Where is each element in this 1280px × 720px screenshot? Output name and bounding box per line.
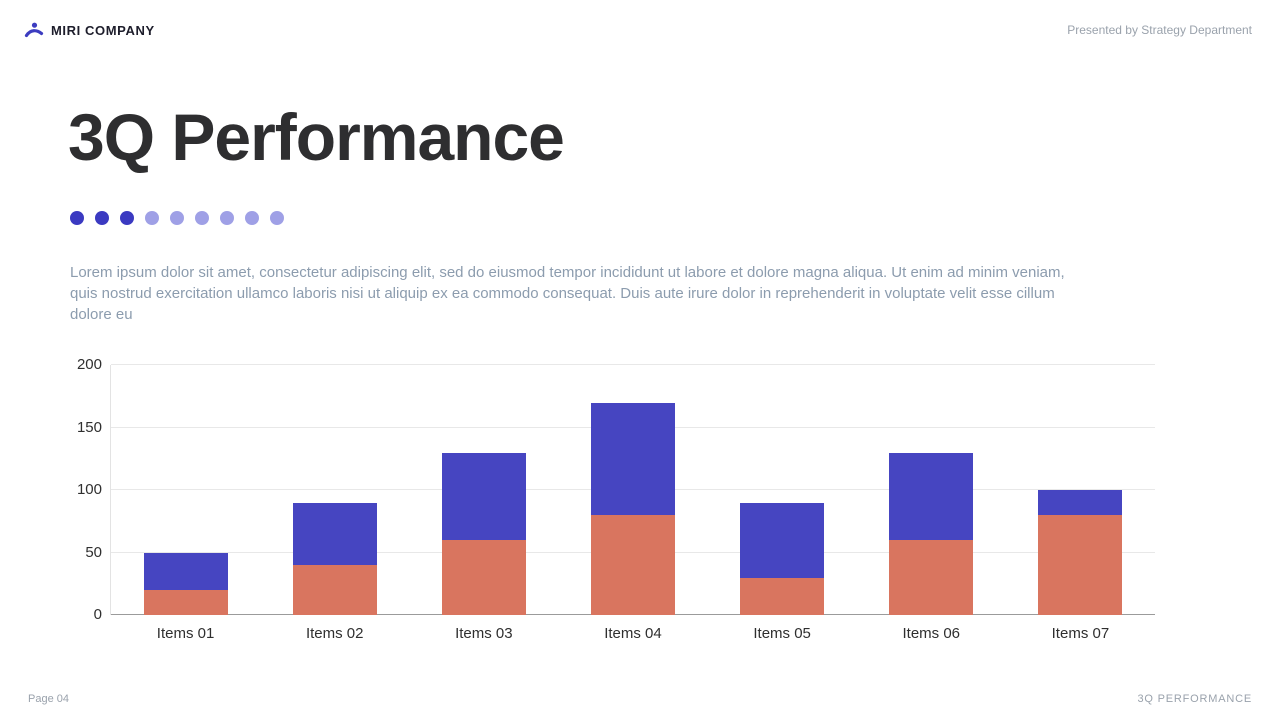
progress-dot: [95, 211, 109, 225]
bar-groups: Items 01 Items 02 Items 03 Items 04 Items 05…: [111, 365, 1155, 642]
bar-stack: [441, 452, 526, 615]
bar-segment-series-1-bottom: [441, 540, 526, 615]
progress-dot: [195, 211, 209, 225]
bar-segment-series-1-bottom: [740, 577, 825, 615]
header: MIRI COMPANY Presented by Strategy Depar…: [0, 0, 1280, 60]
bar-group: Items 01: [111, 365, 260, 642]
company-logo: MIRI COMPANY: [24, 22, 155, 38]
bar-segment-series-1-bottom: [1038, 515, 1123, 615]
y-tick-label: 150: [76, 418, 102, 436]
x-axis-label: Items 02: [305, 625, 364, 642]
bar-segment-series-1-bottom: [292, 565, 377, 615]
bar-segment-series-1-bottom: [889, 540, 974, 615]
bar-group: Items 03: [409, 365, 558, 642]
y-axis: 0 50 100 150 200: [58, 357, 102, 623]
bar-segment-series-2-top: [889, 452, 974, 540]
y-tick-label: 50: [85, 543, 102, 561]
bar-segment-series-2-top: [441, 452, 526, 540]
progress-dot: [70, 211, 84, 225]
presented-by-text: Presented by Strategy Department: [1067, 23, 1252, 37]
bar-segment-series-2-top: [143, 552, 228, 590]
page-number: Page 04: [28, 693, 69, 705]
y-tick-label: 0: [93, 606, 102, 623]
x-axis-label: Items 03: [455, 625, 513, 642]
y-tick-label: 200: [76, 356, 102, 373]
bar-stack: [889, 452, 974, 615]
bar-stack: [590, 402, 675, 615]
bar-segment-series-1-bottom: [143, 590, 228, 615]
progress-dot: [270, 211, 284, 225]
bar-stack: [1038, 490, 1123, 615]
progress-dot: [120, 211, 134, 225]
footer: Page 04 3Q PERFORMANCE: [0, 678, 1280, 720]
bar-group: Items 07: [1006, 365, 1155, 642]
x-axis-label: Items 05: [753, 625, 811, 642]
bar-segment-series-2-top: [740, 502, 825, 578]
chart-plot: Items 01 Items 02 Items 03 Items 04 Items 05…: [110, 364, 1155, 642]
progress-dot: [145, 211, 159, 225]
progress-dots: [70, 211, 284, 225]
page-title: 3Q Performance: [68, 100, 565, 174]
bar-group: Items 06: [857, 365, 1006, 642]
body-text: Lorem ipsum dolor sit amet, consectetur …: [70, 264, 1065, 323]
y-tick-label: 100: [76, 481, 102, 498]
x-axis-label: Items 04: [604, 625, 662, 642]
bar-segment-series-1-bottom: [590, 515, 675, 615]
bar-segment-series-2-top: [1038, 490, 1123, 515]
progress-dot: [245, 211, 259, 225]
bar-group: Items 05: [708, 365, 857, 642]
logo-icon: [24, 22, 44, 38]
footer-section-title: 3Q PERFORMANCE: [1137, 693, 1252, 705]
bar-group: Items 04: [558, 365, 707, 642]
bar-stack: [292, 502, 377, 615]
progress-dot: [170, 211, 184, 225]
bar-segment-series-2-top: [590, 402, 675, 515]
x-axis-label: Items 06: [902, 625, 961, 642]
x-axis-label: Items 07: [1051, 625, 1110, 642]
gridline: [111, 364, 1155, 365]
bar-segment-series-2-top: [292, 502, 377, 565]
x-axis-label: Items 01: [156, 625, 215, 642]
company-name: MIRI COMPANY: [51, 22, 155, 38]
bar-stack: [740, 502, 825, 615]
progress-dot: [220, 211, 234, 225]
bar-group: Items 02: [260, 365, 409, 642]
bar-stack: [143, 552, 228, 615]
